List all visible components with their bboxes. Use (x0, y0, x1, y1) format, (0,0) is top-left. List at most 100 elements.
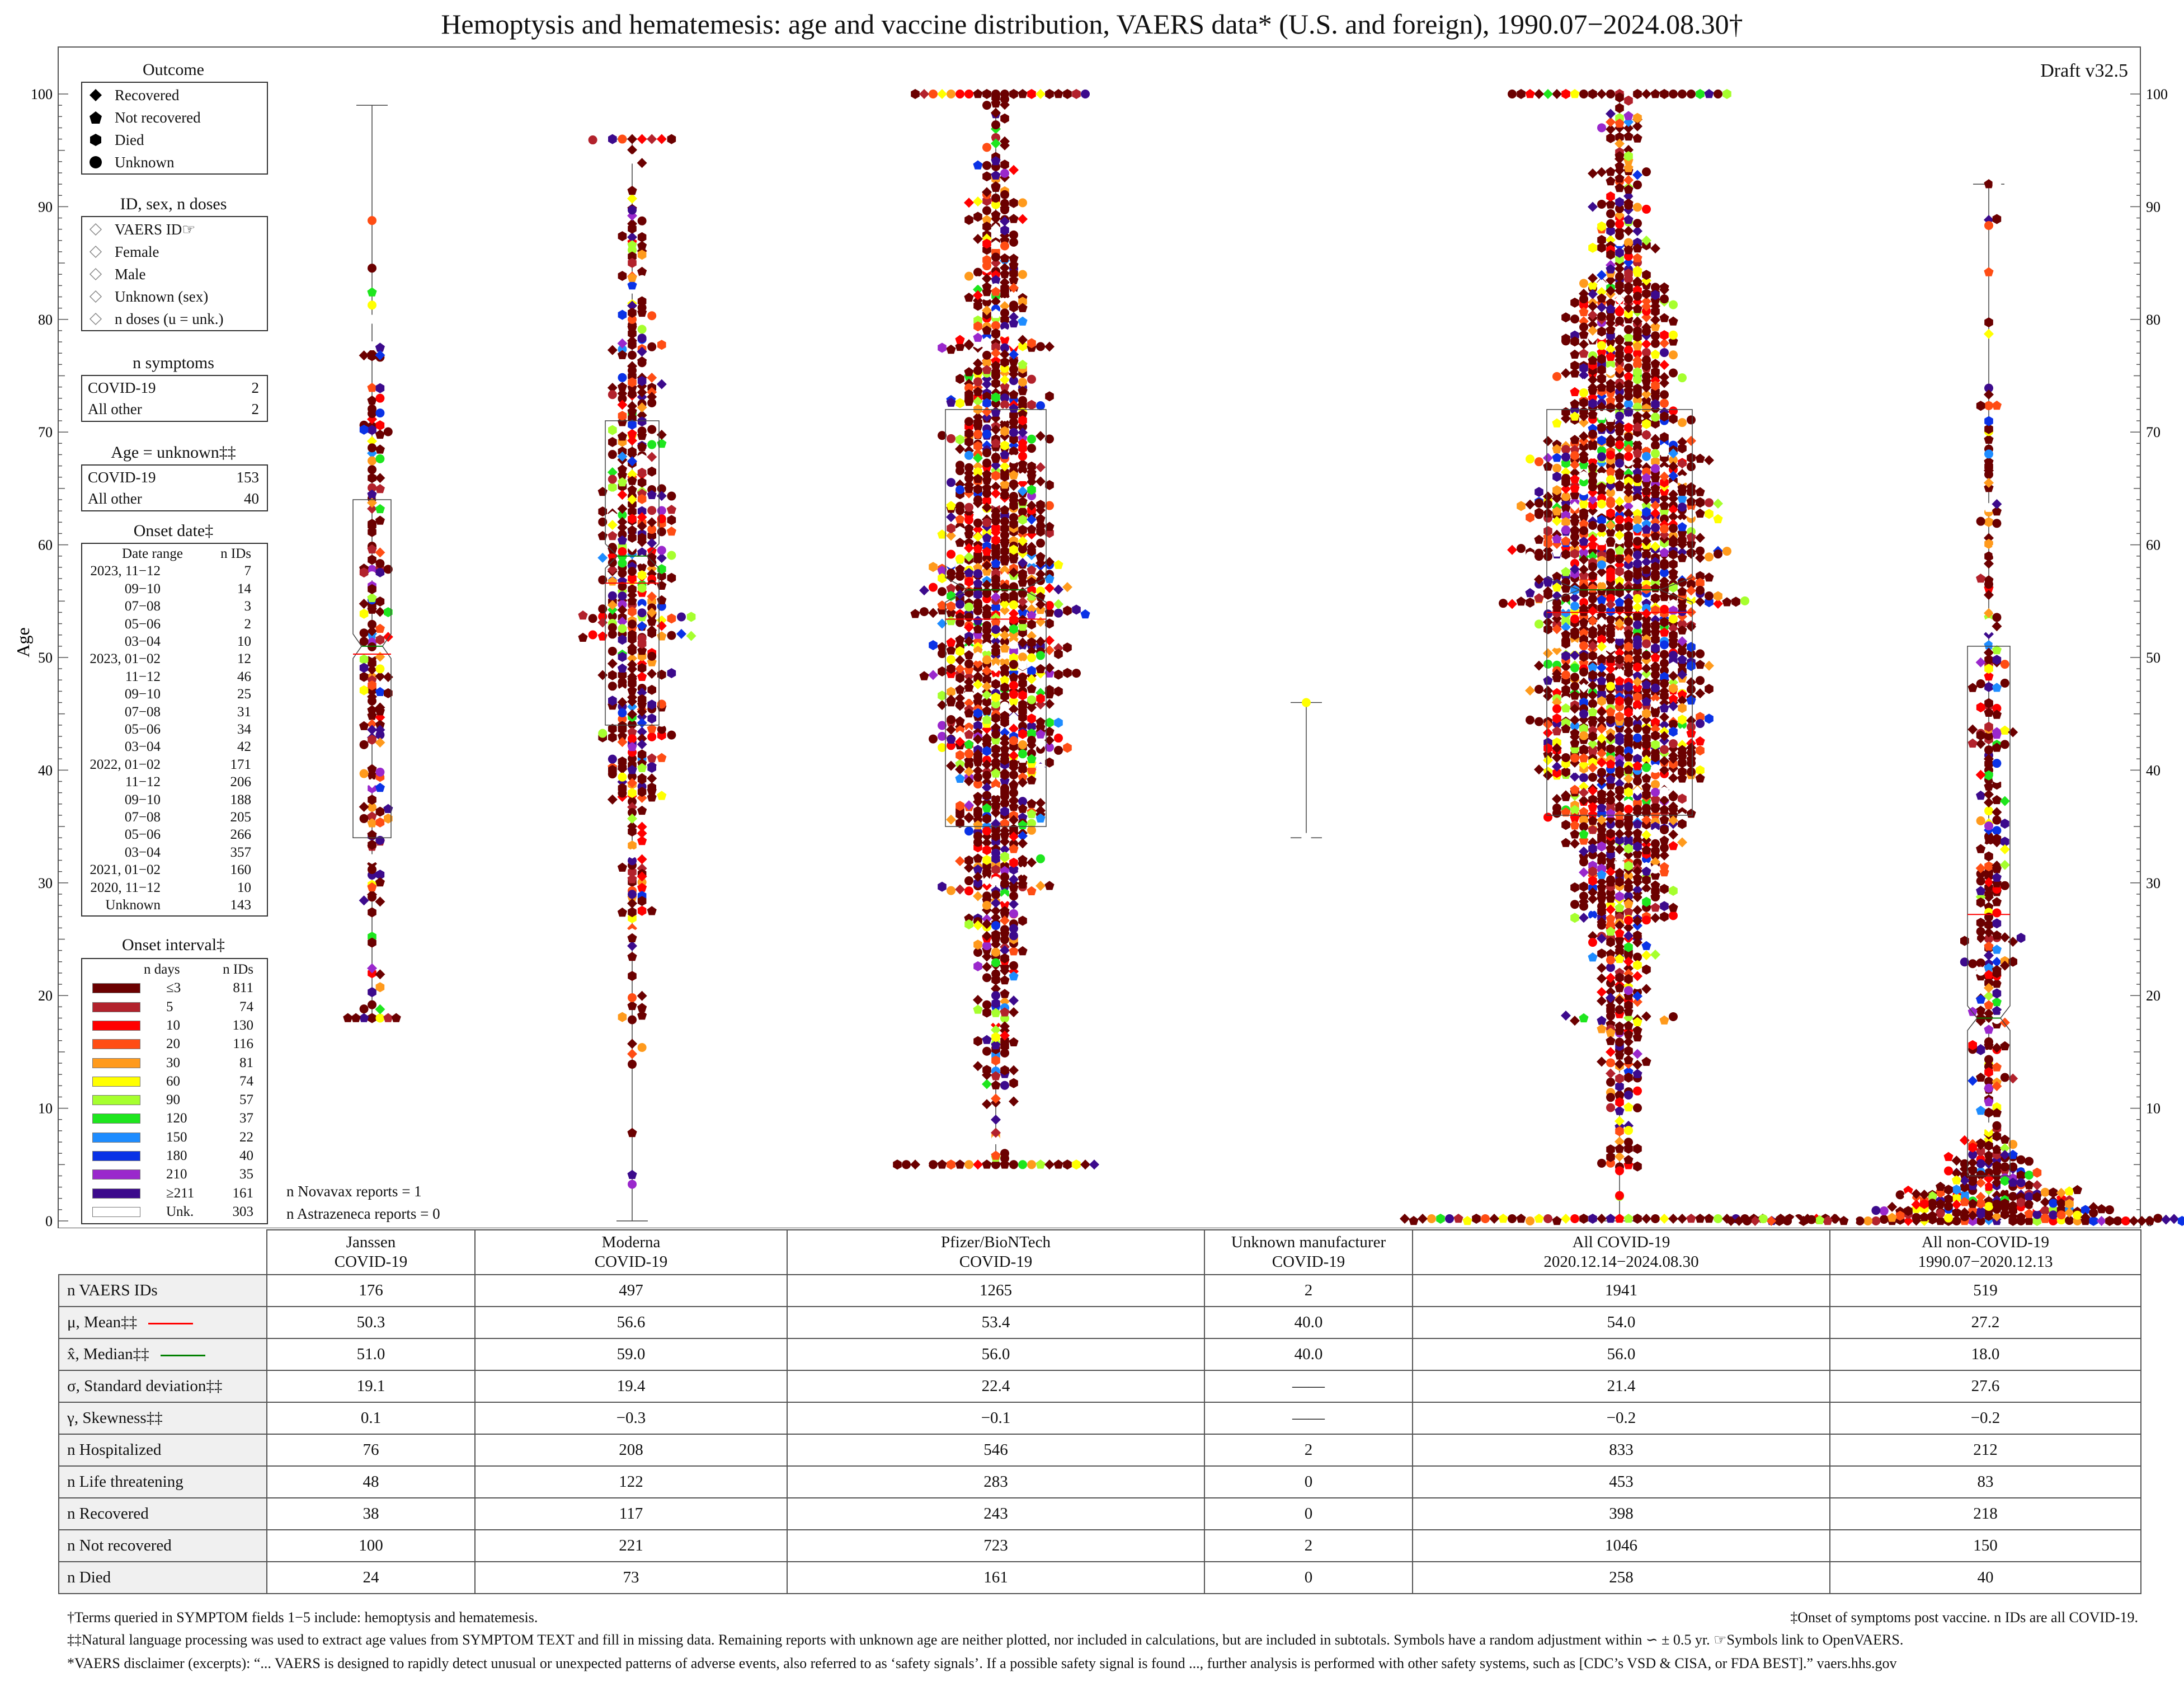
data-point (1992, 400, 2002, 410)
data-point (1009, 780, 1019, 790)
data-point (1677, 458, 1687, 469)
data-point (1606, 548, 1615, 558)
data-point (1641, 680, 1651, 689)
data-point (1633, 570, 1642, 580)
data-point (1615, 247, 1624, 258)
data-point (1704, 660, 1714, 671)
data-point (1659, 1213, 1669, 1224)
row-key: 2023, 11−12 (90, 563, 161, 579)
data-point (1036, 401, 1045, 411)
data-point (1623, 123, 1634, 134)
data-point (1632, 1049, 1642, 1059)
data-point (1633, 662, 1642, 673)
data-point (1992, 1211, 2002, 1222)
data-point (1633, 1161, 1642, 1172)
data-point (947, 886, 956, 895)
diamond-outline-icon (89, 290, 102, 303)
data-point (1579, 555, 1589, 565)
data-point (1588, 910, 1597, 919)
data-point (1624, 422, 1633, 433)
data-point (1597, 851, 1607, 861)
data-point (1579, 641, 1588, 651)
data-point (1000, 349, 1010, 360)
data-point (1018, 569, 1027, 579)
footnote-terms: †Terms queried in SYMPTOM fields 1−5 inc… (67, 1609, 538, 1625)
data-point (982, 448, 991, 458)
table-cell: 546 (787, 1434, 1205, 1467)
data-point (1579, 867, 1589, 878)
data-point (973, 160, 983, 170)
data-point (1695, 508, 1705, 518)
data-point (1695, 736, 1705, 746)
data-point (2032, 1152, 2042, 1162)
data-point (1579, 370, 1589, 380)
data-point (1669, 368, 1678, 378)
data-point (1615, 316, 1624, 326)
data-point (1641, 519, 1651, 529)
data-point (367, 348, 377, 359)
data-point (1968, 1150, 1978, 1159)
data-point (1992, 1006, 2002, 1015)
column-header-line: All non-COVID-19 (1922, 1233, 2049, 1251)
data-point (1976, 1216, 1985, 1225)
data-point (1642, 733, 1651, 744)
data-point (1053, 584, 1063, 595)
data-point (1624, 1072, 1633, 1083)
row-key: ≤3 (166, 980, 181, 996)
data-point (1651, 821, 1660, 832)
data-point (1044, 557, 1055, 567)
data-point (991, 488, 1001, 499)
data-point (1651, 449, 1660, 458)
data-point (657, 514, 666, 524)
data-point (1677, 837, 1687, 848)
data-point (637, 694, 647, 704)
data-point (1615, 1005, 1624, 1014)
data-point (1984, 608, 1994, 618)
data-point (1606, 914, 1616, 923)
data-point (1984, 477, 1994, 488)
legend-item: VAERS ID☞ (82, 218, 267, 241)
data-point (1606, 275, 1616, 285)
data-point (973, 995, 983, 1006)
data-point (1018, 465, 1027, 474)
data-point (1597, 865, 1606, 874)
data-point (991, 367, 1000, 378)
data-point (1000, 798, 1009, 808)
data-point (1976, 1159, 1985, 1168)
data-point (1063, 89, 1072, 99)
row-header: μ, Mean‡‡ (58, 1306, 267, 1339)
data-point (627, 664, 637, 674)
data-point (368, 1000, 376, 1009)
data-point (1633, 349, 1642, 358)
data-point (627, 727, 637, 736)
data-point (657, 527, 666, 537)
data-point (973, 853, 983, 863)
box (1967, 646, 2011, 1177)
data-point (608, 646, 617, 656)
data-point (1000, 190, 1009, 199)
data-point (956, 700, 964, 710)
data-point (1579, 607, 1589, 616)
data-point (991, 407, 1001, 417)
data-point (1678, 715, 1687, 725)
data-point (1624, 787, 1633, 797)
data-point (1863, 1216, 1872, 1225)
data-point (2065, 1216, 2074, 1225)
data-point (982, 305, 992, 316)
data-point (637, 554, 647, 565)
data-point (1009, 275, 1019, 285)
data-point (1606, 434, 1616, 445)
data-point (2064, 1186, 2074, 1196)
data-point (1018, 427, 1028, 438)
data-point (893, 1159, 902, 1170)
data-point (1072, 604, 1081, 615)
data-point (368, 987, 376, 998)
data-point (1911, 1188, 1922, 1199)
data-point (1044, 645, 1055, 656)
data-point (1678, 373, 1687, 383)
data-point (1887, 1213, 1897, 1222)
data-point (1597, 466, 1607, 476)
data-point (1984, 1181, 1994, 1191)
data-point (1570, 913, 1579, 923)
data-point (1650, 322, 1660, 331)
